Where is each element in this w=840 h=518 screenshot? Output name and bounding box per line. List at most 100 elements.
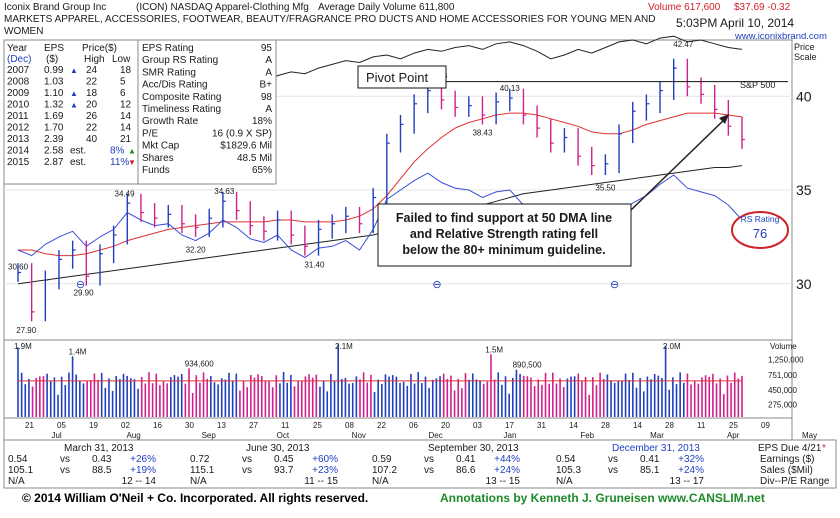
eps-row-year: 2007 <box>7 65 30 76</box>
quarter-cell-prior: 0.41 <box>640 454 660 465</box>
earnings-marker: ⊖ <box>432 279 441 291</box>
quarter-cell-vs: vs <box>242 454 252 465</box>
eps-row-high: 22 <box>86 77 98 88</box>
eps-row-low: 12 <box>120 100 132 111</box>
y-tick-label: 35 <box>796 182 812 198</box>
rating-label: Funds <box>142 165 170 176</box>
price-label: 34.63 <box>214 187 235 196</box>
quarterly-table-frame <box>3 439 837 489</box>
eps-row-high: 18 <box>86 88 98 99</box>
x-month-label: Aug <box>127 431 141 440</box>
rating-value: B+ <box>259 80 272 91</box>
x-day-tick: 28 <box>601 421 610 430</box>
eps-row-year: 2014 <box>7 146 30 157</box>
quarter-cell-vs: vs <box>608 454 618 465</box>
eps-header-dollars: ($) <box>46 54 58 65</box>
rating-label: Group RS Rating <box>142 55 218 66</box>
x-day-tick: 17 <box>505 421 514 430</box>
x-day-tick: 03 <box>473 421 482 430</box>
x-month-label: Oct <box>277 431 290 440</box>
x-day-tick: 31 <box>537 421 546 430</box>
eps-row-high: 22 <box>86 123 98 134</box>
eps-row-est: est. <box>70 146 86 157</box>
x-day-tick: 25 <box>313 421 322 430</box>
eps-row-year: 2012 <box>7 123 30 134</box>
copyright-text: © 2014 William O'Neil + Co. Incorporated… <box>22 491 369 505</box>
eps-row-high: 26 <box>86 111 98 122</box>
rating-value: A <box>265 55 272 66</box>
eps-row-low: 14 <box>120 123 132 134</box>
eps-row-value: 1.70 <box>44 123 64 134</box>
eps-row-up-mark: ▲ <box>70 101 78 110</box>
eps-row-low: 18 <box>120 65 132 76</box>
eps-header-price: Price($) <box>82 43 117 54</box>
annotation-credit[interactable]: Annotations by Kenneth J. Gruneisen www.… <box>440 491 765 505</box>
rating-label: Shares <box>142 153 174 164</box>
eps-row-low: 5 <box>120 77 126 88</box>
eps-row-high: 40 <box>86 134 98 145</box>
x-month-label: Dec <box>428 431 442 440</box>
quarter-cell-prior: 86.6 <box>456 465 476 476</box>
x-day-tick: 22 <box>377 421 386 430</box>
quarter-cell-vs: vs <box>424 465 434 476</box>
volume-labels: 1.9M 1.4M 934,600 2.1M 1.5M 890,500 2.0M <box>14 342 681 370</box>
x-month-label: Jul <box>51 431 61 440</box>
eps-row-value: 2.39 <box>44 134 64 145</box>
eps-table-frame <box>3 39 139 185</box>
price-change: $37.69 -0.32 <box>734 2 791 13</box>
eps-row-value: 2.58 <box>44 146 64 157</box>
annotation-box <box>377 203 632 267</box>
website-link[interactable]: www.iconixbrand.com <box>734 31 827 42</box>
x-month-label: Apr <box>727 431 740 440</box>
quarter-cell-change: +32% <box>678 454 704 465</box>
price-label: 32.20 <box>186 246 207 255</box>
company-name: Iconix Brand Group Inc <box>4 2 106 13</box>
x-month-label: Mar <box>650 431 664 440</box>
pivot-label: Pivot Point <box>366 70 429 85</box>
earnings-markers: ⊖ ⊖ ⊖ <box>76 279 619 291</box>
eps-header-high: High <box>84 54 105 65</box>
x-day-tick: 13 <box>217 421 226 430</box>
quarter-cell-change: 13 -- 15 <box>486 476 521 487</box>
x-day-tick: 30 <box>185 421 194 430</box>
x-day-tick: 14 <box>633 421 642 430</box>
quarter-header-4: December 31, 2013 <box>612 443 700 454</box>
eps-row-value: 1.10 <box>44 88 64 99</box>
rating-value: $1829.6 Mil <box>220 141 272 152</box>
eps-row-value: 1.69 <box>44 111 64 122</box>
annotation-line-1: Failed to find support at 50 DMA line <box>396 211 612 225</box>
quarter-cell-current: 115.1 <box>190 465 215 476</box>
side-row-pe-range: Div--P/E Range <box>760 476 830 487</box>
rating-value: 95 <box>261 43 273 54</box>
quarter-cell-current: N/A <box>8 476 25 487</box>
x-day-ticks: 21 05 19 02 16 30 13 27 11 25 08 22 06 20 03 17 31 14 28 14… <box>25 421 770 430</box>
eps-header-low: Low <box>112 54 131 65</box>
rating-label: EPS Rating <box>142 43 194 54</box>
annotation-line-3: below the 80+ minimum guideline. <box>402 243 605 257</box>
price-label: 30.60 <box>8 263 29 272</box>
volume-label: 1.4M <box>69 347 87 356</box>
eps-row-arrow: ▲ <box>128 147 136 156</box>
quarterly-table-rows: 0.54 vs 0.43 +26% 0.72 vs 0.45 +60% 0.59 vs 0.41 +4… <box>8 454 704 487</box>
x-day-tick: 08 <box>345 421 354 430</box>
eps-row-value: 2.87 <box>44 157 64 168</box>
volume-label: 2.0M <box>663 342 681 351</box>
y-tick-labels: 30 35 40 <box>796 88 812 292</box>
quarter-cell-current: 107.2 <box>372 465 397 476</box>
eps-row-year: 2009 <box>7 88 30 99</box>
quarter-cell-change: +19% <box>130 465 156 476</box>
x-month-label: Feb <box>580 431 594 440</box>
quarter-cell-prior: 0.45 <box>274 454 294 465</box>
earnings-marker: ⊖ <box>610 279 619 291</box>
ratings-table-frame <box>137 39 277 185</box>
quarter-cell-vs: vs <box>60 465 70 476</box>
eps-row-est: est. <box>70 157 86 168</box>
eps-row-year: 2015 <box>7 157 30 168</box>
x-day-tick: 19 <box>89 421 98 430</box>
quarter-cell-change: 11 -- 15 <box>304 476 338 487</box>
rating-label: Timeliness Rating <box>142 104 221 115</box>
eps-row-low: 21 <box>120 134 132 145</box>
quarter-cell-vs: vs <box>608 465 618 476</box>
price-bars <box>17 58 745 322</box>
